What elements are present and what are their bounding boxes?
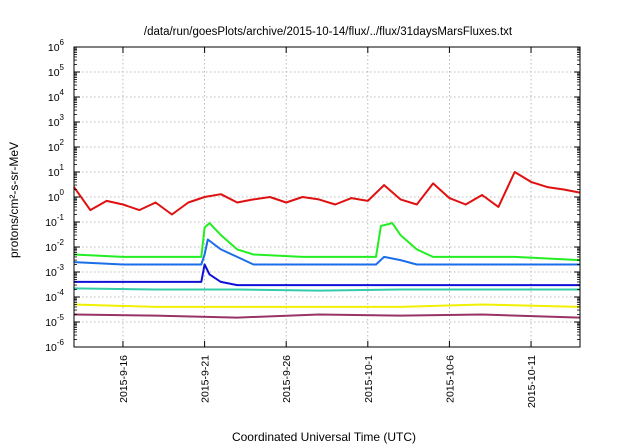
y-tick-label: 10-2 (45, 238, 64, 254)
ticks: 10-6 10-5 10-4 10-3 10-2 10-1 100 101 102 103 104 1… (45, 38, 580, 408)
x-tick-label: 2015-9-26 (281, 355, 293, 403)
y-tick-label: 100 (48, 188, 65, 204)
y-tick-label: 10-5 (45, 313, 64, 329)
y-tick-label: 104 (48, 88, 65, 104)
x-tick-label: 2015-9-16 (118, 355, 130, 403)
x-tick-label: 2015-10-6 (444, 355, 456, 403)
x-tick-label: 2015-9-21 (200, 355, 212, 403)
y-tick-label: 10-1 (45, 213, 64, 229)
series-line-5 (73, 287, 580, 292)
grid (74, 47, 580, 347)
y-tick-label: 103 (48, 113, 65, 129)
x-axis-label: Coordinated Universal Time (UTC) (232, 430, 416, 444)
x-tick-label: 2015-10-1 (363, 355, 375, 403)
y-tick-label: 10-3 (45, 263, 64, 279)
series-line-2 (73, 222, 581, 262)
y-tick-label: 102 (48, 138, 65, 154)
series-line-7 (73, 313, 581, 319)
chart-title: /data/run/goesPlots/archive/2015-10-14/f… (144, 26, 513, 38)
x-tick-label: 2015-10-11 (526, 355, 538, 408)
series-line-3 (73, 238, 580, 266)
y-tick-label: 106 (48, 38, 65, 54)
series-line-4 (74, 263, 580, 287)
series-line-1 (73, 171, 581, 216)
series-line-6 (73, 303, 581, 308)
y-tick-label: 105 (48, 63, 65, 79)
series-layer (73, 171, 581, 319)
y-tick-label: 101 (48, 163, 65, 179)
y-tick-label: 10-4 (45, 288, 64, 304)
y-axis-label: protons/cm²-s-sr-MeV (7, 142, 21, 258)
y-tick-label: 10-6 (45, 338, 64, 354)
